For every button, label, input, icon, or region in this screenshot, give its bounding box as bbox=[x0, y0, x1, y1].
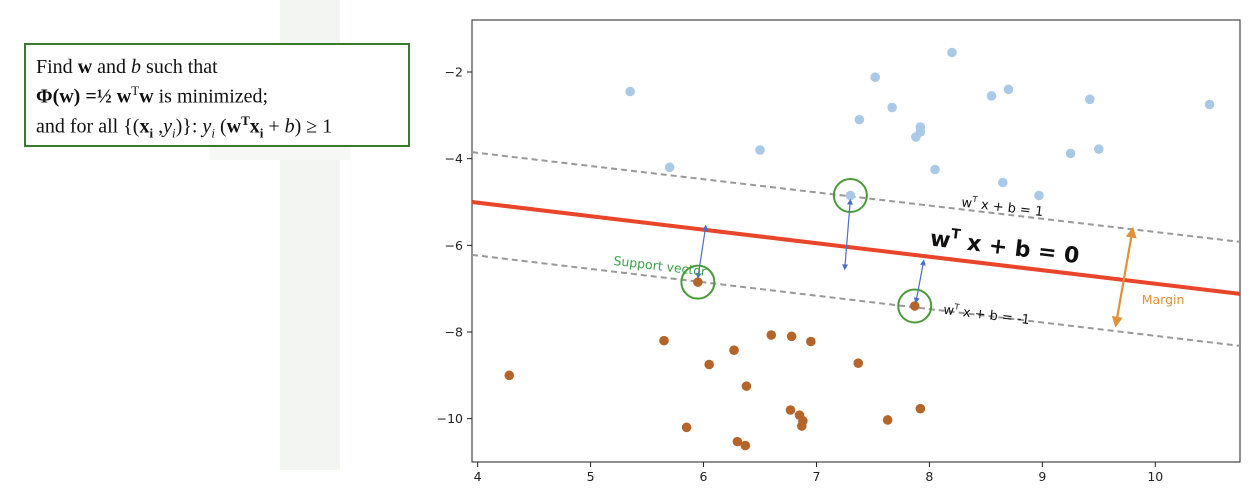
upper-margin-equation-label: wT x + b = 1 bbox=[961, 194, 1045, 220]
formula-text: is minimized; bbox=[153, 85, 269, 108]
class-a-point bbox=[1084, 94, 1095, 105]
class-b-point bbox=[909, 301, 920, 311]
class-b-point bbox=[740, 440, 751, 451]
class-a-point bbox=[887, 102, 897, 113]
margin-label: Margin bbox=[1142, 292, 1185, 307]
class-a-point bbox=[664, 162, 675, 173]
upper-margin-line bbox=[471, 151, 1241, 243]
formula-sub-i: i bbox=[171, 125, 176, 141]
formula-sup-t: T bbox=[131, 83, 140, 98]
class-a-point bbox=[845, 190, 856, 201]
lower-margin-line bbox=[471, 253, 1241, 347]
formula-x: x bbox=[249, 115, 260, 138]
formula-w: w bbox=[139, 85, 154, 108]
formula-text: and bbox=[92, 56, 132, 78]
class-a-point bbox=[625, 86, 635, 97]
class-a-point bbox=[755, 145, 765, 155]
class-b-point bbox=[729, 345, 739, 356]
class-a-point bbox=[998, 177, 1008, 188]
margin-arrow bbox=[1111, 226, 1137, 328]
formula-half: =½ bbox=[80, 85, 117, 108]
formula-text: + bbox=[263, 115, 285, 138]
class-a-point bbox=[1065, 148, 1076, 159]
formula-text: )}: bbox=[175, 115, 203, 138]
class-b-point bbox=[806, 336, 816, 347]
class-b-point bbox=[693, 277, 703, 287]
x-tick-label: 5 bbox=[587, 469, 595, 484]
formula-sub-i: i bbox=[211, 125, 215, 141]
x-tick-label: 6 bbox=[700, 469, 708, 484]
y-tick-label: −8 bbox=[445, 325, 463, 340]
class-b-point bbox=[882, 415, 893, 425]
class-a-point bbox=[986, 91, 997, 101]
class-b-point bbox=[785, 405, 796, 415]
class-b-point bbox=[732, 436, 743, 447]
formula-text: Find bbox=[36, 56, 78, 78]
class-a-point bbox=[1003, 84, 1014, 95]
plot-frame bbox=[471, 19, 1241, 463]
formula-w: w bbox=[77, 56, 93, 78]
formula-w: w bbox=[226, 115, 242, 138]
formula-text: and for all {( bbox=[36, 115, 140, 138]
class-b-point bbox=[504, 370, 515, 381]
formula-text: , bbox=[153, 115, 164, 138]
formula-text: such that bbox=[141, 56, 218, 78]
class-b-point bbox=[915, 403, 926, 414]
y-tick-label: −4 bbox=[445, 151, 463, 166]
class-b-point bbox=[786, 331, 797, 342]
support-vector-label: Support vector bbox=[613, 253, 708, 279]
distance-arrow bbox=[695, 224, 709, 280]
formula-x: x bbox=[139, 115, 150, 138]
class-a-point bbox=[947, 47, 957, 58]
x-tick-label: 9 bbox=[1038, 469, 1046, 484]
y-tick-label: −6 bbox=[445, 238, 463, 253]
x-tick-label: 10 bbox=[1147, 469, 1163, 484]
formula-b: b bbox=[284, 115, 295, 138]
formula-y: y bbox=[202, 115, 212, 138]
class-b-point bbox=[704, 359, 714, 370]
class-a-point bbox=[1034, 190, 1044, 201]
class-b-point bbox=[681, 422, 692, 433]
lower-margin-equation-label: wT x + b = -1 bbox=[942, 301, 1030, 328]
formula-text: ( bbox=[214, 115, 227, 138]
formula-sub-i: i bbox=[149, 125, 154, 141]
class-a-point bbox=[854, 114, 865, 125]
class-b-point bbox=[659, 335, 669, 346]
distance-arrow bbox=[842, 198, 853, 271]
formula-line-2: Φ(w) =½ wTw is minimized; bbox=[36, 79, 398, 109]
class-b-point bbox=[853, 358, 864, 369]
formula-sub-i: i bbox=[259, 125, 264, 141]
class-b-point bbox=[798, 416, 808, 426]
class-b-point bbox=[741, 381, 752, 391]
formula-text: ) ≥ 1 bbox=[294, 115, 333, 138]
formula-phi: Φ(w) bbox=[36, 85, 81, 108]
distance-arrow bbox=[913, 259, 926, 304]
class-b-point bbox=[766, 330, 777, 340]
formula-sup-t: T bbox=[241, 112, 250, 128]
x-tick-label: 4 bbox=[474, 469, 482, 484]
class-a-point bbox=[930, 164, 940, 175]
y-tick-label: −2 bbox=[445, 65, 463, 80]
formula-y: y bbox=[163, 115, 172, 138]
class-a-point bbox=[1204, 99, 1215, 110]
formula-b: b bbox=[131, 56, 142, 78]
formula-line-1: Find w and b such that bbox=[36, 55, 398, 79]
formula-w: w bbox=[116, 85, 132, 108]
x-tick-label: 8 bbox=[925, 469, 933, 484]
optimization-formula-box: Find w and b such that Φ(w) =½ wTw is mi… bbox=[24, 43, 410, 147]
decision-equation-label: wT x + b = 0 bbox=[929, 224, 1081, 270]
class-a-point bbox=[1094, 144, 1104, 154]
class-a-point bbox=[870, 72, 880, 82]
class-a-point bbox=[915, 127, 926, 137]
y-tick-label: −10 bbox=[437, 411, 463, 426]
x-tick-label: 7 bbox=[812, 469, 820, 484]
formula-line-3: and for all {(xi ,yi)}: yi (wTxi + b) ≥ … bbox=[36, 109, 398, 146]
